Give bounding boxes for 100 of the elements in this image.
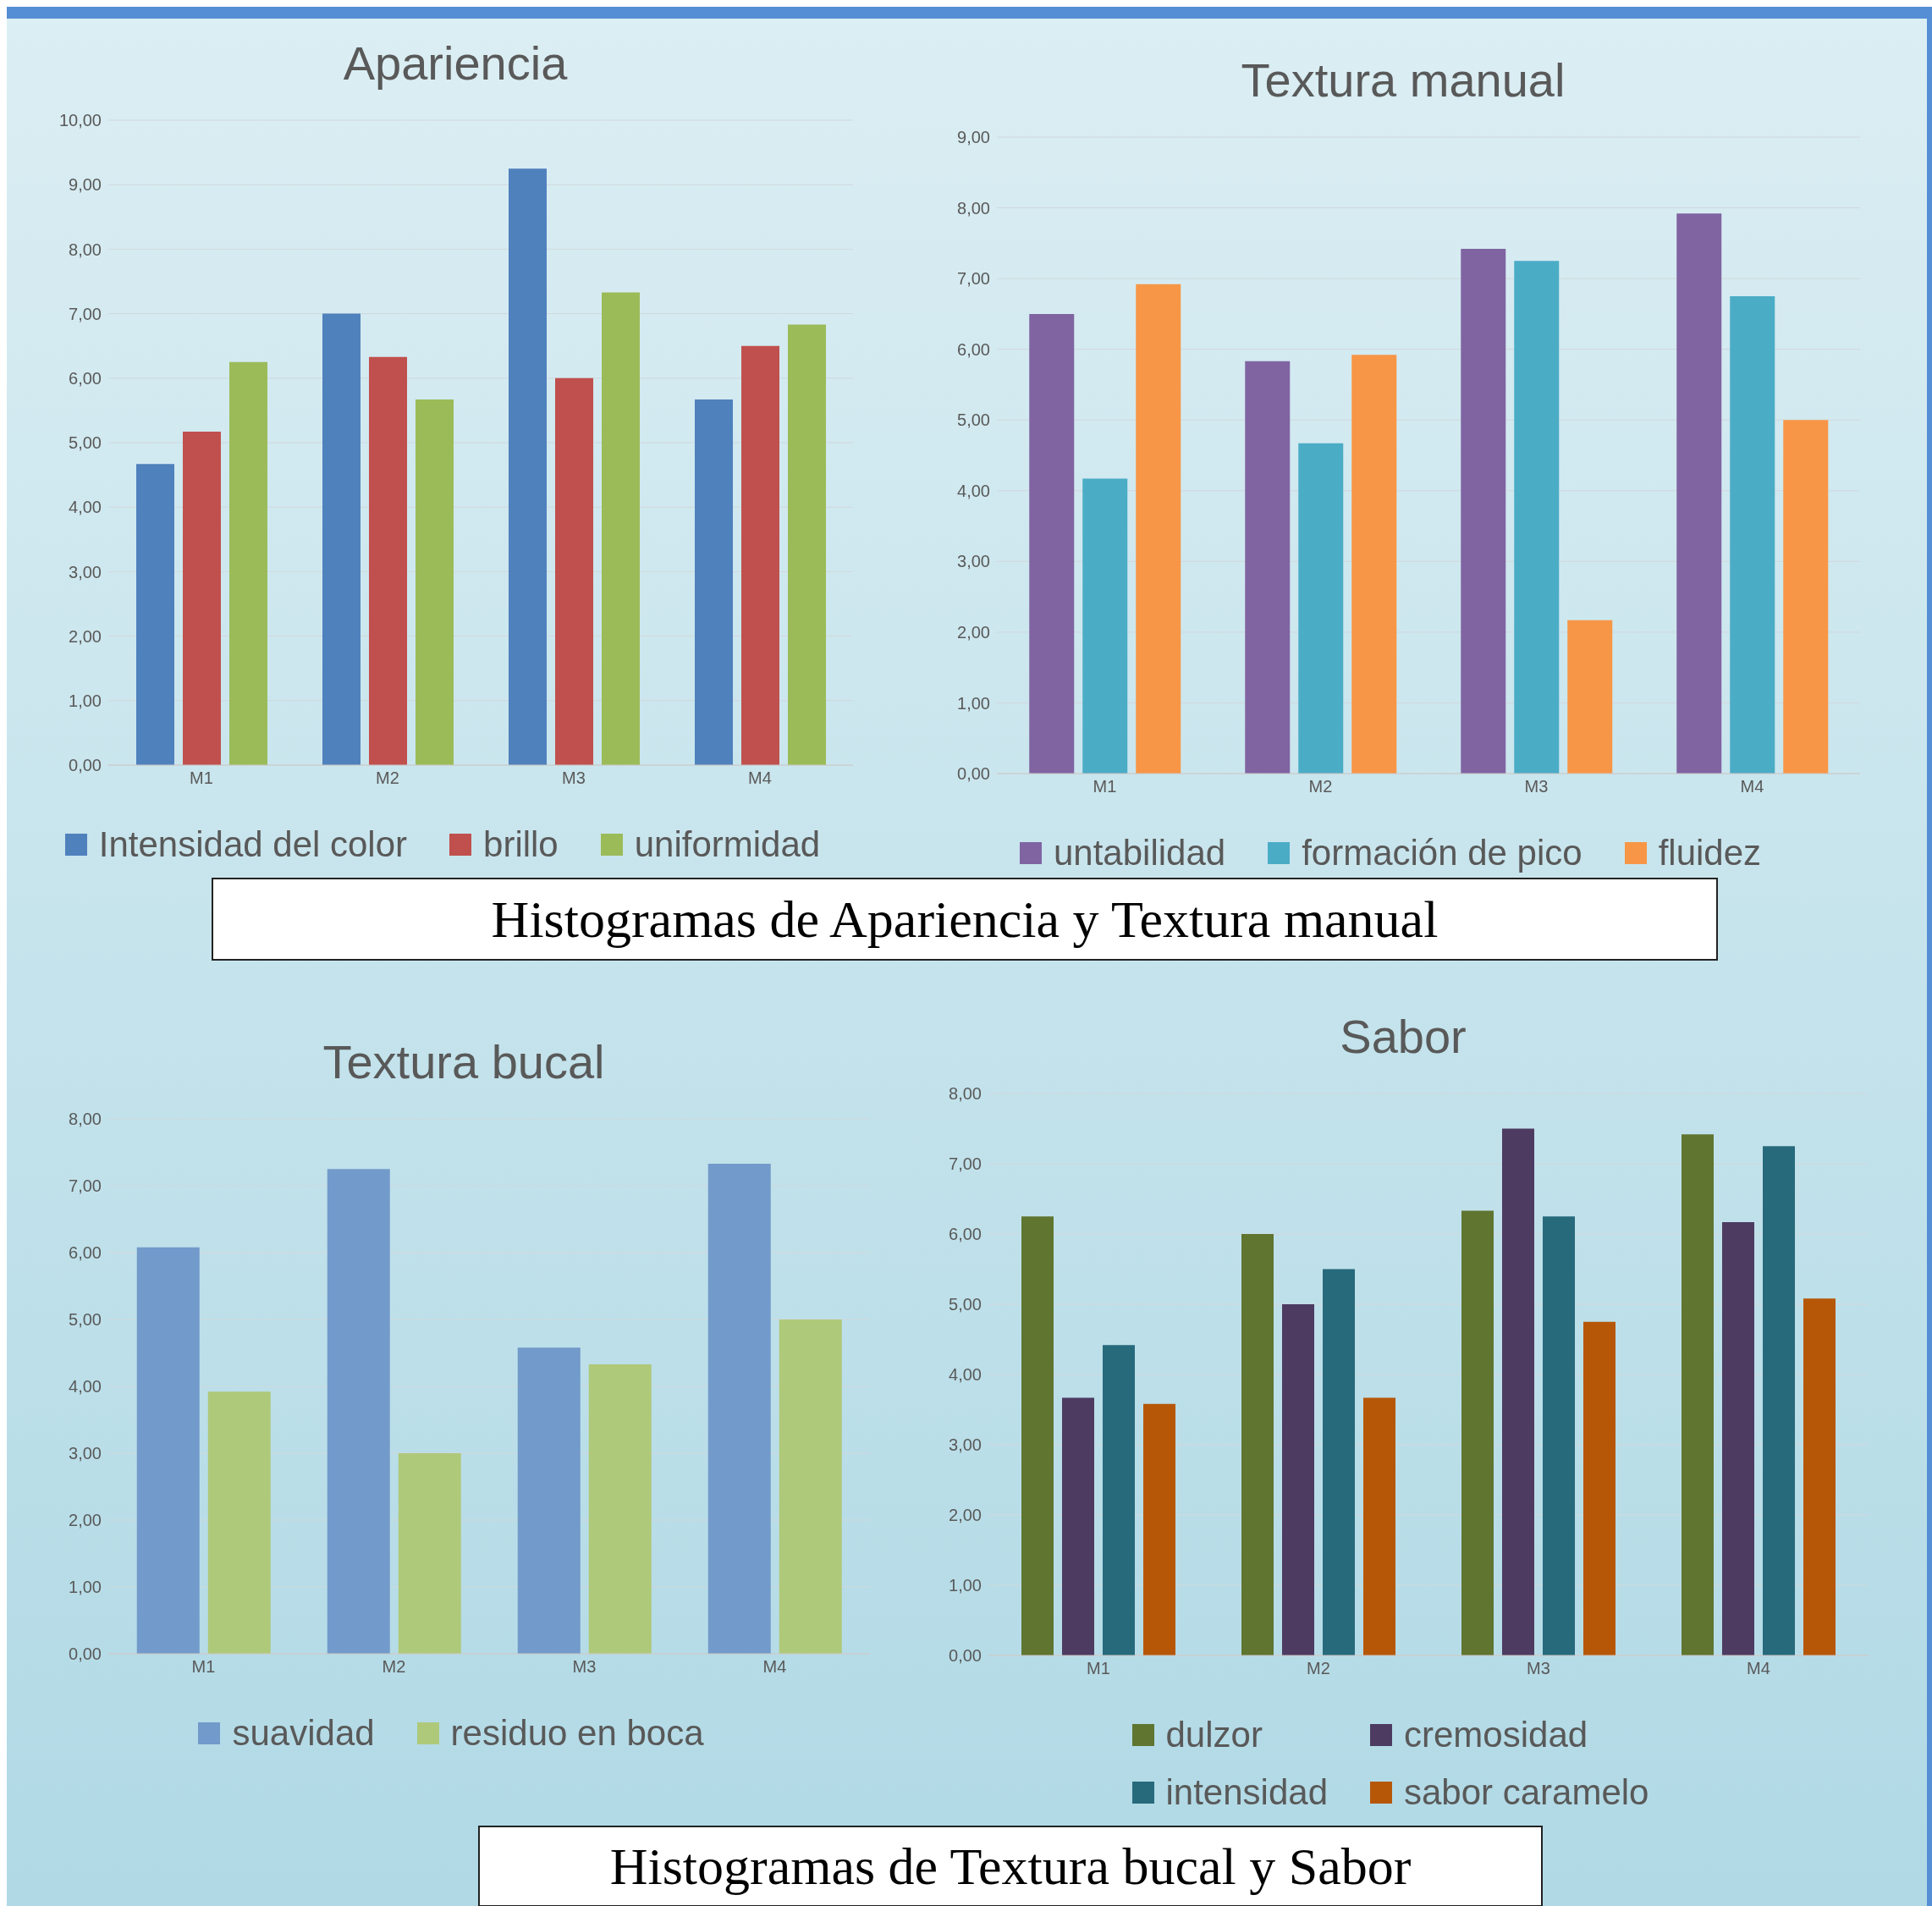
y-tick-label: 1,00 <box>69 691 102 710</box>
y-tick-label: 2,00 <box>949 1506 982 1525</box>
x-tick-label: M4 <box>1747 1659 1770 1678</box>
bar <box>602 292 640 765</box>
bar <box>555 377 593 765</box>
bar <box>1241 1234 1274 1655</box>
bar <box>1730 296 1775 774</box>
y-tick-label: 8,00 <box>957 198 990 218</box>
bar <box>183 432 221 765</box>
bar <box>369 356 407 765</box>
y-tick-label: 1,00 <box>69 1578 102 1597</box>
bar <box>695 399 733 765</box>
y-tick-label: 4,00 <box>69 498 102 517</box>
bar <box>509 168 547 765</box>
text: Histogramas de Textura bucal y Sabor <box>478 1826 1543 1906</box>
y-tick-label: 4,00 <box>949 1365 982 1385</box>
x-tick-label: M2 <box>1307 1659 1330 1678</box>
y-tick-label: 7,00 <box>69 1176 102 1196</box>
y-tick-label: 0,00 <box>69 756 102 775</box>
chart-title: Textura manual <box>1240 52 1566 108</box>
y-tick-label: 5,00 <box>949 1295 982 1314</box>
bar <box>1763 1146 1795 1655</box>
x-tick-label: M3 <box>1524 777 1549 796</box>
y-tick-label: 3,00 <box>949 1435 982 1455</box>
bar <box>707 1163 771 1654</box>
y-tick-label: 5,00 <box>69 1310 102 1330</box>
y-tick-label: 2,00 <box>69 1511 102 1530</box>
y-tick-label: 1,00 <box>957 693 990 713</box>
y-tick-label: 5,00 <box>957 410 990 430</box>
bar <box>1514 261 1560 774</box>
y-tick-label: 1,00 <box>949 1576 982 1595</box>
bar <box>1783 420 1829 774</box>
legend-label: brillo <box>483 824 559 865</box>
bar <box>741 345 779 765</box>
y-tick-label: 6,00 <box>957 339 990 359</box>
legend-label: intensidad <box>1165 1772 1328 1813</box>
x-tick-label: M1 <box>1087 1659 1110 1678</box>
legend-label: residuo en boca <box>450 1713 704 1754</box>
bar <box>1082 478 1128 774</box>
x-tick-label: M4 <box>762 1657 787 1677</box>
y-tick-label: 2,00 <box>69 626 102 646</box>
y-tick-label: 0,00 <box>949 1646 982 1666</box>
bar <box>779 1319 842 1654</box>
y-tick-label: 6,00 <box>69 368 102 388</box>
y-tick-label: 8,00 <box>949 1084 982 1104</box>
bar <box>1676 213 1722 774</box>
legend-label: formación de pico <box>1302 833 1582 873</box>
legend-label: suavidad <box>232 1713 375 1754</box>
y-tick-label: 9,00 <box>957 128 990 147</box>
legend-label: Intensidad del color <box>98 824 408 865</box>
bar <box>1722 1221 1754 1655</box>
bar <box>1103 1345 1135 1655</box>
bar <box>398 1453 461 1654</box>
x-tick-label: M4 <box>1740 777 1764 796</box>
y-tick-label: 3,00 <box>69 562 102 581</box>
chart-title: Textura bucal <box>322 1034 606 1090</box>
bar <box>136 464 174 765</box>
x-tick-label: M2 <box>376 768 399 788</box>
bar <box>1461 1210 1494 1655</box>
legend-label: dulzor <box>1165 1715 1263 1755</box>
bar <box>1567 620 1613 774</box>
y-tick-label: 4,00 <box>957 481 990 500</box>
bar <box>1143 1403 1175 1655</box>
bar <box>1062 1397 1094 1655</box>
bar <box>1029 313 1075 774</box>
y-tick-label: 6,00 <box>949 1225 982 1244</box>
bar <box>1502 1128 1534 1655</box>
bar <box>1461 249 1506 774</box>
x-tick-label: M2 <box>382 1657 406 1677</box>
y-tick-label: 3,00 <box>69 1444 102 1463</box>
y-tick-label: 10,00 <box>58 111 102 130</box>
chart-title: Apariencia <box>342 36 569 91</box>
legend-label: uniformidad <box>634 824 821 865</box>
chart-title: Sabor <box>1339 1009 1467 1065</box>
bar <box>1543 1216 1575 1655</box>
bar <box>416 399 454 765</box>
bar <box>1282 1304 1314 1655</box>
y-tick-label: 3,00 <box>957 552 990 571</box>
y-tick-label: 0,00 <box>69 1644 102 1664</box>
legend-label: sabor caramelo <box>1404 1772 1649 1813</box>
bar <box>517 1347 581 1654</box>
x-tick-label: M4 <box>748 768 772 788</box>
x-tick-label: M1 <box>1093 777 1117 796</box>
y-tick-label: 5,00 <box>69 433 102 453</box>
x-tick-label: M3 <box>572 1657 597 1677</box>
bar <box>322 313 361 765</box>
y-tick-label: 8,00 <box>69 1110 102 1129</box>
y-tick-label: 2,00 <box>957 622 990 642</box>
text: Histogramas de Apariencia y Textura manual <box>212 878 1718 961</box>
bar <box>1021 1216 1054 1655</box>
y-tick-label: 7,00 <box>957 269 990 289</box>
bar <box>1245 361 1291 774</box>
bar <box>1363 1397 1395 1655</box>
bar <box>1803 1298 1836 1655</box>
x-tick-label: M3 <box>562 768 586 788</box>
bar <box>1298 443 1344 774</box>
y-tick-label: 4,00 <box>69 1377 102 1396</box>
x-tick-label: M1 <box>190 768 213 788</box>
y-tick-label: 9,00 <box>69 175 102 195</box>
x-tick-label: M3 <box>1527 1659 1550 1678</box>
